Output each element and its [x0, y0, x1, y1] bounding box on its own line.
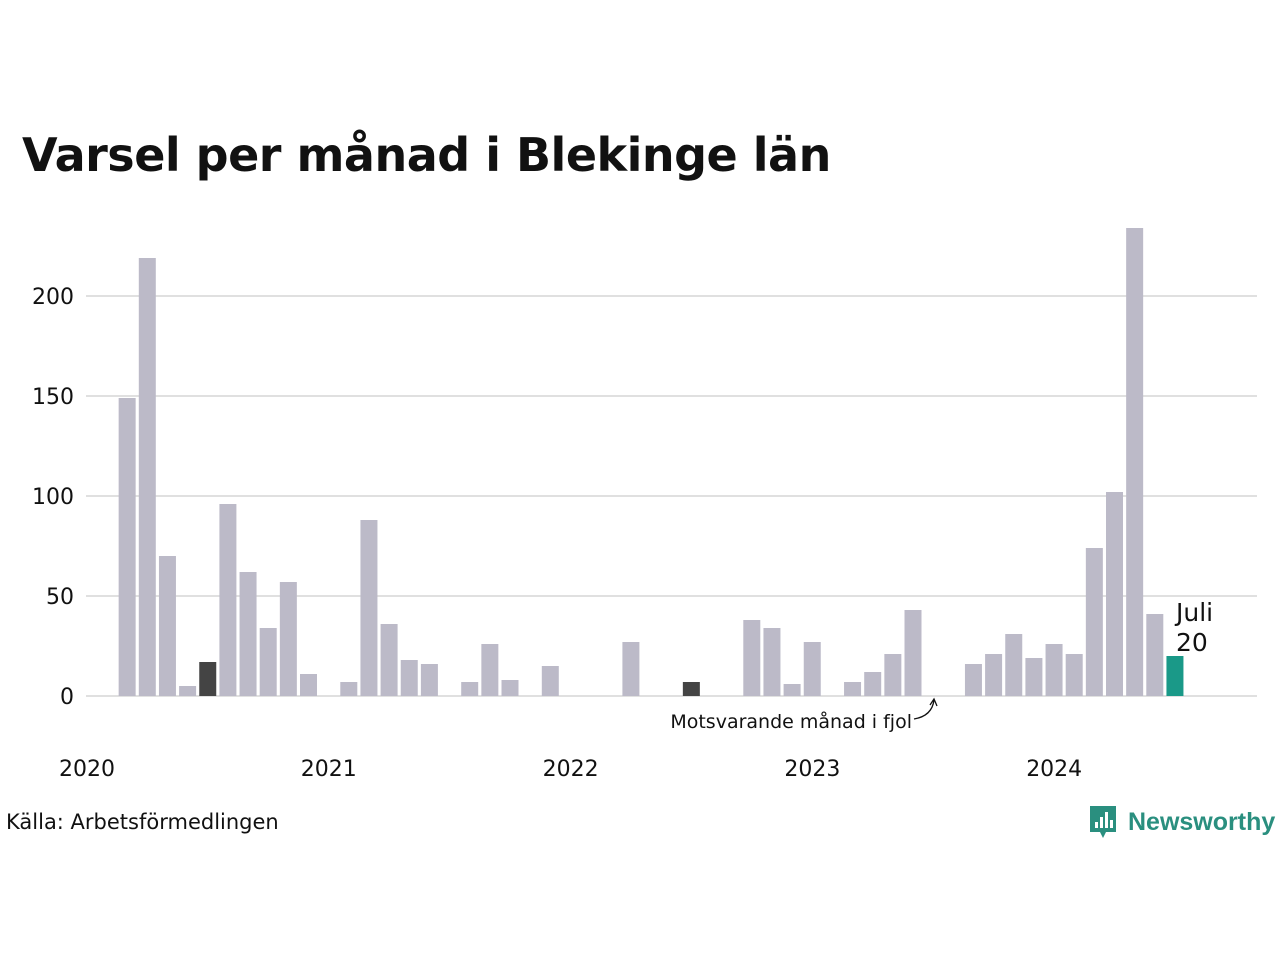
- bar-2020-09: [259, 628, 277, 696]
- y-tick-label: 0: [60, 685, 74, 710]
- source-note: Källa: Arbetsförmedlingen: [6, 810, 279, 834]
- bar-2020-05: [179, 686, 197, 696]
- bar-2021-09: [501, 680, 519, 696]
- bar-2021-02: [360, 520, 378, 696]
- annotation-label: Motsvarande månad i fjol: [670, 710, 912, 733]
- bar-2020-07: [219, 504, 237, 696]
- bar-chart-speech-bubble-icon: [1090, 806, 1116, 838]
- bar-2022-10: [763, 628, 781, 696]
- bar-2023-10: [1005, 634, 1023, 696]
- bar-chart: 0 50 100 150 200 2020 2021 2022 2023 2024 Motsva…: [32, 228, 1257, 782]
- bar-2024-05: [1146, 614, 1164, 696]
- bar-2020-11: [300, 674, 317, 696]
- bar-2024-01: [1065, 654, 1083, 696]
- bar-2022-09: [743, 620, 761, 696]
- bar-2023-05: [904, 610, 922, 696]
- bar-2021-08: [481, 644, 499, 696]
- bar-2024-02: [1085, 548, 1103, 696]
- bar-2021-01: [340, 682, 358, 696]
- bars: [118, 228, 1184, 696]
- bar-2020-08: [239, 572, 257, 696]
- x-tick-label: 2024: [1026, 757, 1082, 782]
- bar-2023-09: [985, 654, 1003, 696]
- bar-2022-11: [783, 684, 801, 696]
- highlight-month-label: Juli: [1174, 598, 1213, 627]
- y-axis-labels: 0 50 100 150 200: [32, 285, 74, 710]
- newsworthy-logo[interactable]: Newsworthy: [1088, 804, 1275, 840]
- x-tick-label: 2023: [784, 757, 840, 782]
- bar-2020-10: [279, 582, 297, 696]
- annotation-group: Motsvarande månad i fjol: [670, 697, 938, 733]
- x-tick-label: 2022: [543, 757, 599, 782]
- bar-2021-04: [400, 660, 418, 696]
- bar-2020-02: [118, 398, 136, 696]
- y-tick-label: 50: [46, 585, 74, 610]
- x-tick-label: 2020: [59, 757, 115, 782]
- chart-title: Varsel per månad i Blekinge län: [22, 128, 831, 182]
- bar-2022-03: [622, 642, 640, 696]
- bar-2020-03: [138, 258, 156, 696]
- highlight-label: Juli 20: [1174, 598, 1213, 657]
- x-tick-label: 2021: [301, 757, 357, 782]
- bar-2021-03: [380, 624, 398, 696]
- bar-2021-11: [541, 666, 559, 696]
- y-tick-label: 100: [32, 485, 74, 510]
- highlight-value-label: 20: [1176, 628, 1208, 657]
- bar-2024-03: [1106, 492, 1123, 696]
- bar-2023-11: [1025, 658, 1043, 696]
- y-tick-label: 200: [32, 285, 74, 310]
- bar-2021-07: [461, 682, 479, 696]
- bar-2021-05: [420, 664, 438, 696]
- bar-2023-08: [964, 664, 982, 696]
- bar-2023-12: [1045, 644, 1063, 696]
- annotation-arrowhead: [929, 697, 938, 707]
- bar-2024-06: [1166, 656, 1184, 696]
- annotation-arrow: [913, 699, 935, 720]
- x-axis-labels: 2020 2021 2022 2023 2024: [59, 757, 1082, 782]
- bar-2020-04: [158, 556, 176, 696]
- bar-2022-12: [803, 642, 821, 696]
- bar-2023-03: [864, 672, 882, 696]
- bar-2023-04: [884, 654, 902, 696]
- bar-2024-04: [1126, 228, 1144, 696]
- bar-2023-02: [844, 682, 862, 696]
- bar-2020-06: [199, 662, 217, 696]
- y-tick-label: 150: [32, 385, 74, 410]
- brand-name: Newsworthy: [1128, 807, 1276, 836]
- bar-2022-06: [682, 682, 700, 696]
